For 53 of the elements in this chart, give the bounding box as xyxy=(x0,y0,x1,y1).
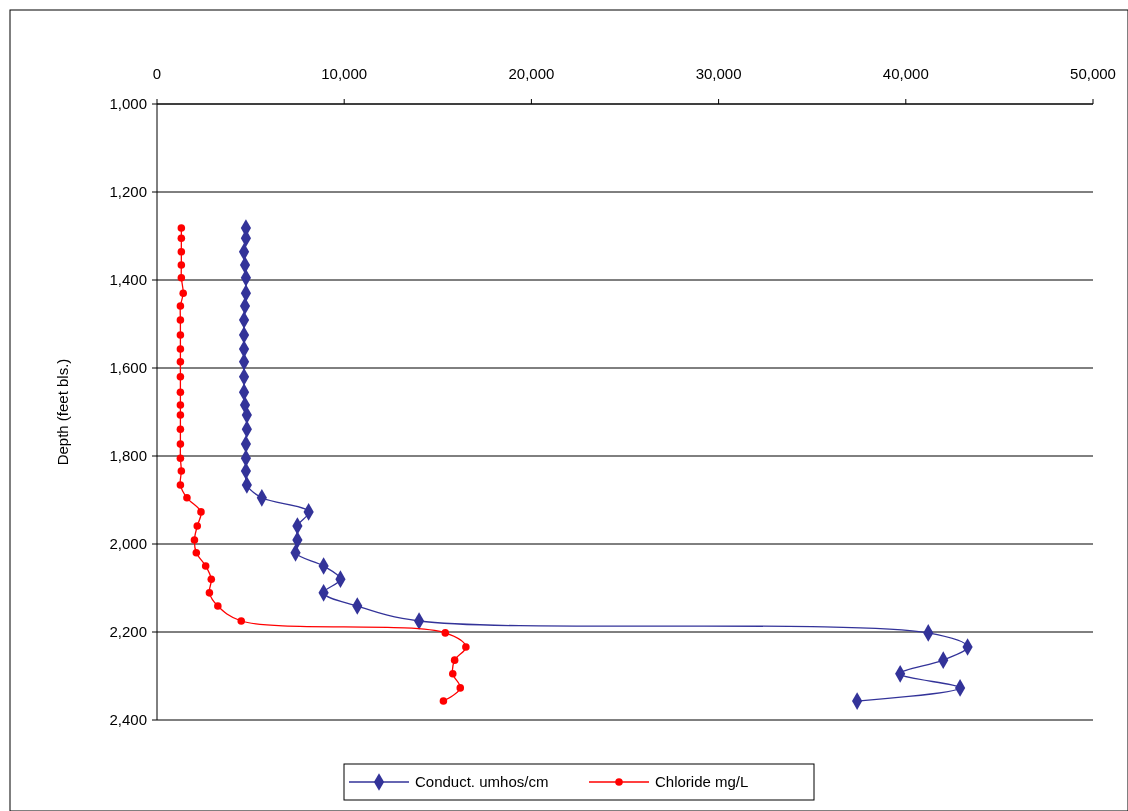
x-tick-label: 20,000 xyxy=(508,65,555,82)
point xyxy=(176,345,185,353)
x-tick-label: 30,000 xyxy=(695,65,742,82)
x-tick-label: 0 xyxy=(152,65,162,82)
point xyxy=(214,602,222,610)
point xyxy=(177,261,186,269)
point xyxy=(179,289,187,297)
y-tick-label: 1,000 xyxy=(109,95,147,112)
point xyxy=(192,549,201,557)
point xyxy=(177,274,186,282)
point xyxy=(176,411,185,419)
x-tick-label: 10,000 xyxy=(321,65,368,82)
point xyxy=(177,467,186,475)
point xyxy=(176,388,185,396)
legend-label: Chloride mg/L xyxy=(655,773,749,790)
point xyxy=(190,536,199,544)
y-tick-label: 1,400 xyxy=(109,271,147,288)
point xyxy=(197,508,205,516)
y-tick-label: 1,800 xyxy=(109,447,147,464)
legend-label: Conduct. umhos/cm xyxy=(415,773,549,790)
point xyxy=(456,684,465,692)
point xyxy=(441,629,450,637)
y-axis-title: Depth (feet bls.) xyxy=(54,358,71,466)
point xyxy=(176,454,185,462)
point xyxy=(193,522,202,530)
y-tick-label: 2,200 xyxy=(109,623,147,640)
y-tick-label: 2,400 xyxy=(109,711,147,728)
point xyxy=(176,302,185,310)
y-tick-label: 2,000 xyxy=(109,535,147,552)
point xyxy=(207,575,216,583)
point xyxy=(176,425,185,433)
point xyxy=(450,656,459,664)
point xyxy=(176,358,185,366)
y-tick-label: 1,200 xyxy=(109,183,147,200)
point xyxy=(177,248,186,256)
point xyxy=(237,617,246,625)
point xyxy=(176,440,185,448)
y-tick-label: 1,600 xyxy=(109,359,147,376)
point xyxy=(176,401,185,409)
point xyxy=(439,697,448,705)
point xyxy=(177,224,186,232)
point xyxy=(183,494,191,502)
point xyxy=(448,670,457,678)
point xyxy=(177,234,186,242)
point xyxy=(176,373,185,381)
point xyxy=(201,562,210,570)
x-tick-label: 50,000 xyxy=(1070,65,1116,82)
x-tick-label: 40,000 xyxy=(882,65,929,82)
point xyxy=(205,589,214,597)
point xyxy=(462,643,470,651)
point xyxy=(176,316,185,324)
point xyxy=(176,481,185,489)
point xyxy=(176,331,185,339)
